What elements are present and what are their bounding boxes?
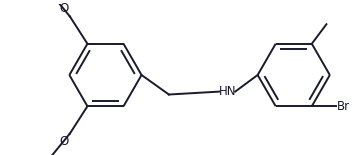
Text: Br: Br [337,100,350,113]
Text: HN: HN [219,85,236,98]
Text: O: O [60,135,69,148]
Text: O: O [60,2,69,16]
